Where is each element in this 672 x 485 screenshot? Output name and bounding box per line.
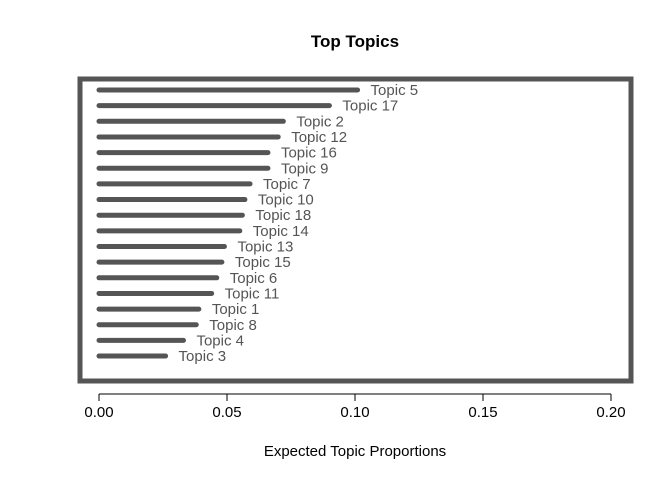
plot-frame [77,76,634,384]
bar-label: Topic 2 [296,113,344,130]
bar-label: Topic 10 [258,192,314,209]
x-axis: 0.00 0.05 0.10 0.15 0.20 [84,393,626,421]
chart-title: Top Topics [311,32,399,51]
bar-label: Topic 9 [281,160,329,177]
bar-label: Topic 16 [281,145,337,162]
bar-label: Topic 15 [235,254,291,271]
x-tick-label: 0.00 [84,404,113,421]
bar-label: Topic 18 [255,207,311,224]
bar-label: Topic 14 [253,223,309,240]
bar-label: Topic 13 [237,239,293,256]
x-axis-label: Expected Topic Proportions [264,443,446,460]
bar-label: Topic 11 [225,285,280,302]
x-tick-label: 0.10 [340,404,369,421]
x-tick-label: 0.20 [596,404,625,421]
bar-label: Topic 6 [230,270,278,287]
bar-label: Topic 4 [196,332,244,349]
bar-label: Topic 17 [342,98,398,115]
bar-label: Topic 1 [212,301,260,318]
bar-label: Topic 7 [263,176,311,193]
bar-label: Topic 8 [209,317,257,334]
bar-label: Topic 3 [179,348,227,365]
bar-label: Topic 12 [291,129,347,146]
bar-label: Topic 5 [371,82,419,99]
x-tick-label: 0.05 [212,404,241,421]
x-tick-label: 0.15 [468,404,497,421]
